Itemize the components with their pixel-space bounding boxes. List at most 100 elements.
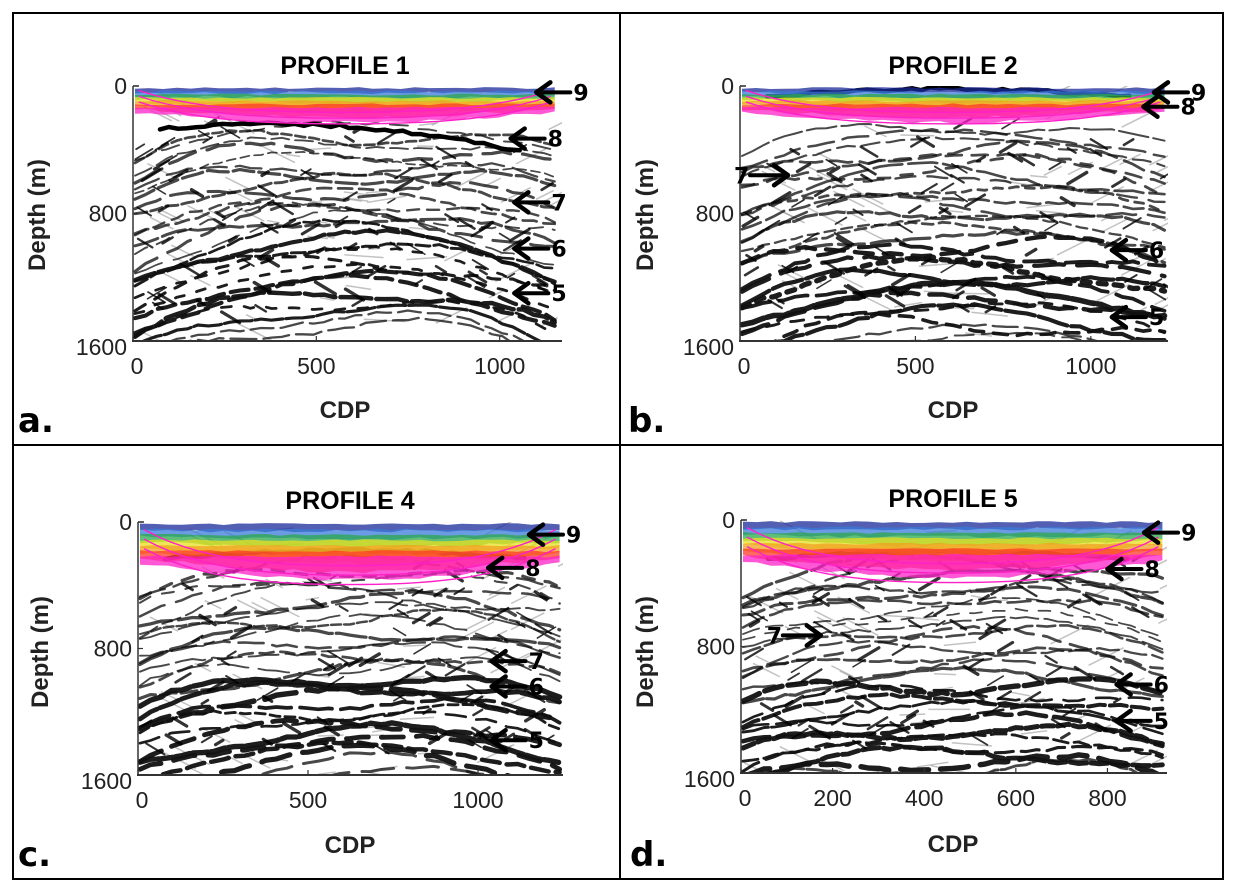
diffraction-stroke xyxy=(1066,146,1077,154)
reflector-line xyxy=(133,180,557,211)
background-trace xyxy=(464,614,496,631)
diffraction-stroke xyxy=(431,160,440,167)
diffraction-stroke xyxy=(933,606,949,617)
reflector-line xyxy=(205,742,515,775)
velocity-contour xyxy=(745,95,1161,119)
background-trace xyxy=(1102,157,1123,169)
background-trace xyxy=(189,274,211,287)
reflector-line xyxy=(133,242,557,288)
diffraction-stroke xyxy=(467,739,482,749)
diffraction-stroke xyxy=(1016,583,1038,598)
diffraction-stroke xyxy=(437,657,452,667)
diffraction-stroke xyxy=(891,643,911,656)
diffraction-stroke xyxy=(179,262,200,276)
horizon-marker-5: 5 xyxy=(1109,304,1164,331)
background-trace xyxy=(1149,155,1168,166)
diffraction-stroke xyxy=(823,260,846,275)
diffraction-stroke xyxy=(424,670,438,680)
diffraction-stroke xyxy=(485,648,506,662)
diffraction-stroke xyxy=(453,587,466,596)
diffraction-stroke xyxy=(523,727,538,738)
diffraction-stroke xyxy=(323,725,340,737)
horizon-label: 5 xyxy=(529,729,544,754)
diffraction-stroke xyxy=(262,695,274,703)
diffraction-stroke xyxy=(922,719,935,728)
background-trace xyxy=(170,244,196,258)
diffraction-stroke xyxy=(220,659,230,666)
diffraction-stroke xyxy=(343,287,366,302)
diffraction-stroke xyxy=(411,588,424,597)
diffraction-stroke xyxy=(272,201,294,216)
arrow-head xyxy=(512,280,531,306)
diffraction-stroke xyxy=(907,204,922,214)
background-trace xyxy=(806,165,846,187)
diffraction-stroke xyxy=(887,265,896,272)
arrow-head xyxy=(1105,556,1124,582)
diffraction-stroke xyxy=(1066,170,1089,186)
background-trace xyxy=(965,332,993,337)
reflector-line xyxy=(138,581,561,618)
reflector-line xyxy=(740,128,1166,170)
diffraction-stroke xyxy=(154,141,169,151)
diffraction-stroke xyxy=(375,745,390,755)
horizon-label: 7 xyxy=(551,191,566,216)
diffraction-stroke xyxy=(835,236,853,248)
diffraction-stroke xyxy=(833,232,855,246)
reflector-line xyxy=(740,254,1167,294)
diffraction-stroke xyxy=(949,618,968,631)
arrow-head xyxy=(526,522,546,547)
diffraction-stroke xyxy=(996,228,1006,236)
diffraction-stroke xyxy=(189,188,205,198)
y-tick-label: 800 xyxy=(89,201,127,227)
diffraction-stroke xyxy=(505,216,516,224)
diffraction-stroke xyxy=(534,623,553,635)
horizon-marker-8: 8 xyxy=(1141,94,1196,121)
diffraction-stroke xyxy=(1050,718,1066,729)
reflector-line xyxy=(741,732,1164,763)
diffraction-stroke xyxy=(497,633,508,642)
diffraction-stroke xyxy=(434,264,448,274)
diffraction-stroke xyxy=(1029,674,1041,683)
x-axis-title: CDP xyxy=(320,397,371,424)
background-trace xyxy=(813,610,856,632)
diffraction-stroke xyxy=(791,727,809,740)
diffraction-stroke xyxy=(310,598,325,608)
horizon-marker-9: 9 xyxy=(1141,520,1196,547)
velocity-contour xyxy=(746,545,1159,584)
diffraction-stroke xyxy=(1052,578,1069,589)
reflector-line xyxy=(741,665,1164,705)
velocity-contour xyxy=(746,526,1159,565)
diffraction-stroke xyxy=(813,621,833,634)
horizon-markers: 98 7 6 5 xyxy=(508,80,589,307)
background-trace xyxy=(444,250,465,262)
diffraction-stroke xyxy=(745,595,762,607)
velocity-contour xyxy=(143,538,556,576)
diffraction-stroke xyxy=(984,705,1001,716)
horizon-label: 6 xyxy=(551,238,566,263)
reflector-line xyxy=(740,184,1166,216)
diffraction-stroke xyxy=(1111,177,1127,188)
x-tick-label: 500 xyxy=(297,353,335,379)
diffraction-stroke xyxy=(743,211,757,221)
diffraction-stroke xyxy=(260,221,279,234)
y-tick-label: 800 xyxy=(696,201,734,227)
x-axis-title: CDP xyxy=(928,397,979,424)
diffraction-stroke xyxy=(920,257,932,266)
horizon-label: 9 xyxy=(573,81,588,106)
diffraction-stroke xyxy=(338,215,349,223)
diffraction-stroke xyxy=(392,178,414,193)
diffraction-stroke xyxy=(504,686,515,694)
diffraction-stroke xyxy=(784,694,805,709)
diffraction-stroke xyxy=(1062,707,1077,718)
y-tick-label: 800 xyxy=(94,636,132,662)
diffraction-stroke xyxy=(317,657,337,670)
y-tick-label: 1600 xyxy=(76,334,127,360)
diffraction-stroke xyxy=(975,155,987,163)
diffraction-stroke xyxy=(775,298,785,305)
background-trace xyxy=(752,662,781,678)
diffraction-stroke xyxy=(487,606,510,621)
diffraction-stroke xyxy=(759,702,775,712)
diffraction-stroke xyxy=(1018,155,1036,167)
background-trace xyxy=(345,284,372,291)
